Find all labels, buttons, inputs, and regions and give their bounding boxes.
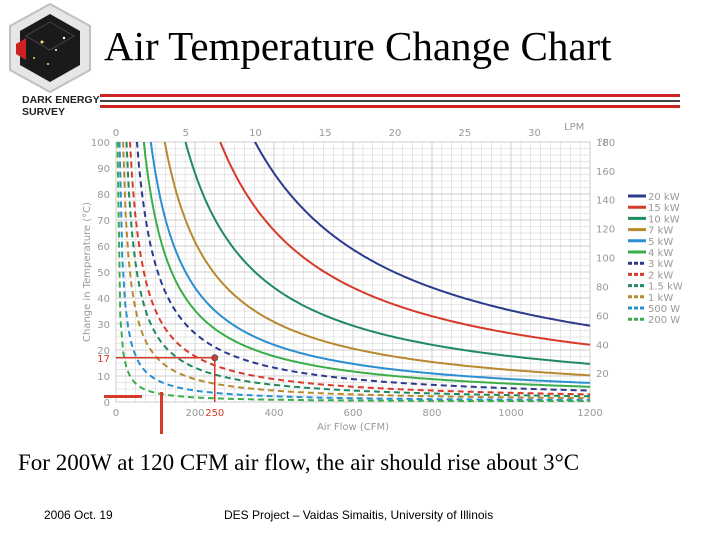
- y-tick-label: 70: [97, 216, 110, 227]
- series-line: [129, 142, 590, 396]
- right-tick-label: 180: [596, 138, 615, 149]
- legend-label: 3 kW: [648, 259, 673, 270]
- right-axis-label: °F: [598, 138, 609, 149]
- annotation-x-label: 250: [205, 408, 224, 419]
- legend-label: 15 kW: [648, 203, 680, 214]
- legend-label: 1 kW: [648, 293, 673, 304]
- y-tick-label: 50: [97, 268, 110, 279]
- top-axis-label: LPM: [564, 122, 584, 133]
- x-tick-label: 1200: [577, 408, 602, 419]
- slide-title: Air Temperature Change Chart: [104, 23, 612, 69]
- top-tick-label: 10: [249, 128, 262, 139]
- top-tick-label: 15: [319, 128, 332, 139]
- legend-label: 2 kW: [648, 270, 673, 281]
- legend-label: 200 W: [648, 315, 680, 326]
- grid: [115, 141, 591, 403]
- des-logo: [9, 2, 91, 94]
- top-tick-label: 30: [528, 128, 541, 139]
- legend-label: 1.5 kW: [648, 282, 683, 293]
- series-line: [125, 142, 590, 398]
- y-tick-label: 100: [91, 138, 110, 149]
- series-line: [163, 142, 590, 377]
- top-tick-label: 20: [389, 128, 402, 139]
- series-line: [184, 142, 590, 365]
- brand-line-2: SURVEY: [22, 106, 65, 118]
- annotation-point: [211, 354, 219, 362]
- y-tick-label: 80: [97, 190, 110, 201]
- y-tick-label: 10: [97, 372, 110, 383]
- right-tick-label: 120: [596, 225, 615, 236]
- y-tick-label: 60: [97, 242, 110, 253]
- series-line: [219, 142, 590, 346]
- series-line: [116, 142, 590, 402]
- annotation-y-label: 17: [97, 354, 110, 365]
- y-tick-label: 0: [104, 398, 110, 409]
- legend-label: 500 W: [648, 304, 680, 315]
- highlight-marker-v: [160, 392, 163, 434]
- temperature-chart: 0 200 400 600 800 1000 12000102030405060708090…: [82, 122, 683, 434]
- series-line: [135, 142, 590, 392]
- series-line: [149, 142, 590, 384]
- right-tick-label: 80: [596, 283, 609, 294]
- top-tick-label: 0: [113, 128, 119, 139]
- x-tick-label: 600: [343, 408, 362, 419]
- legend-label: 4 kW: [648, 248, 673, 259]
- top-tick-label: 25: [458, 128, 471, 139]
- x-axis-label: Air Flow (CFM): [317, 422, 389, 433]
- series-line: [118, 142, 590, 402]
- highlight-marker-h: [104, 395, 142, 398]
- y-tick-label: 40: [97, 294, 110, 305]
- series-line: [142, 142, 590, 388]
- right-tick-label: 160: [596, 167, 615, 178]
- brand-text: DARK ENERGY SURVEY: [22, 94, 112, 118]
- series-line: [253, 142, 590, 327]
- legend-label: 10 kW: [648, 214, 680, 225]
- series-line: [122, 142, 590, 400]
- right-tick-label: 60: [596, 311, 609, 322]
- x-tick-label: 200: [185, 408, 204, 419]
- x-tick-label: 0: [113, 408, 119, 419]
- top-tick-label: 5: [183, 128, 189, 139]
- right-tick-label: 20: [596, 369, 609, 380]
- brand-line-1: DARK ENERGY: [22, 94, 100, 106]
- y-tick-label: 90: [97, 164, 110, 175]
- legend-label: 7 kW: [648, 226, 673, 237]
- right-tick-label: 140: [596, 196, 615, 207]
- x-tick-label: 400: [264, 408, 283, 419]
- y-axis-label: Change in Temperature (°C): [82, 202, 93, 342]
- x-tick-label: 800: [422, 408, 441, 419]
- series-group: [116, 142, 590, 402]
- footer-date: 2006 Oct. 19: [44, 508, 113, 522]
- footer-credit: DES Project – Vaidas Simaitis, Universit…: [224, 508, 494, 522]
- y-tick-label: 20: [97, 346, 110, 357]
- caption: For 200W at 120 CFM air flow, the air sh…: [18, 450, 580, 475]
- right-tick-label: 40: [596, 340, 609, 351]
- right-tick-label: 100: [596, 253, 615, 264]
- y-tick-label: 30: [97, 320, 110, 331]
- x-tick-label: 1000: [498, 408, 523, 419]
- legend-label: 5 kW: [648, 237, 673, 248]
- legend-label: 20 kW: [648, 192, 680, 203]
- title-rules: [100, 94, 680, 108]
